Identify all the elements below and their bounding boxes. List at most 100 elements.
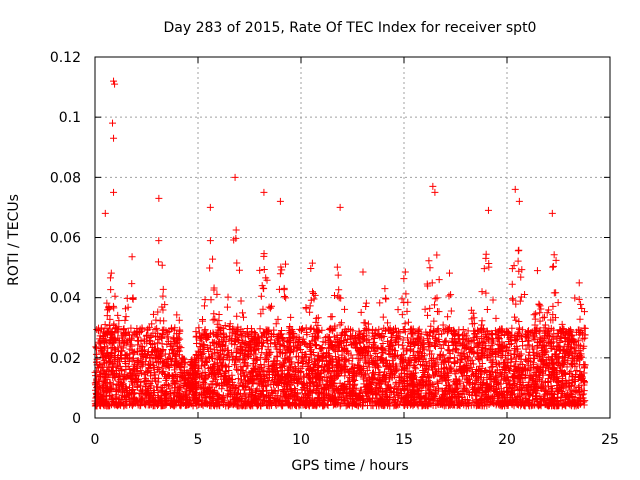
data-point xyxy=(426,304,434,312)
data-point xyxy=(577,300,585,308)
data-point xyxy=(233,312,241,320)
data-point xyxy=(469,309,477,317)
data-point xyxy=(334,292,342,300)
data-point xyxy=(557,363,565,371)
data-point xyxy=(406,326,414,334)
data-point xyxy=(153,324,161,332)
data-point xyxy=(376,299,384,307)
data-point xyxy=(314,314,322,322)
data-point xyxy=(458,372,466,380)
data-point xyxy=(341,305,349,313)
data-point xyxy=(404,298,412,306)
data-point xyxy=(308,389,316,397)
data-point xyxy=(576,315,584,323)
data-point xyxy=(445,269,453,277)
data-point xyxy=(468,356,476,364)
data-point xyxy=(492,314,500,322)
data-point xyxy=(517,273,525,281)
data-point xyxy=(360,319,368,327)
data-point xyxy=(258,282,266,290)
data-point xyxy=(240,381,248,389)
data-point xyxy=(200,302,208,310)
data-point xyxy=(92,350,100,358)
data-point xyxy=(205,384,213,392)
data-point xyxy=(431,295,439,303)
data-point xyxy=(277,367,285,375)
data-point xyxy=(508,324,516,332)
data-point xyxy=(280,343,288,351)
data-point xyxy=(257,310,265,318)
data-point xyxy=(159,306,167,314)
data-point xyxy=(398,295,406,303)
data-point xyxy=(333,263,341,271)
data-point xyxy=(429,371,437,379)
data-point xyxy=(110,373,118,381)
data-point xyxy=(375,325,383,333)
data-point xyxy=(573,366,581,374)
data-point xyxy=(467,306,475,314)
data-point xyxy=(542,387,550,395)
data-point xyxy=(508,280,516,288)
data-point xyxy=(148,320,156,328)
data-point xyxy=(439,341,447,349)
data-point xyxy=(447,307,455,315)
data-point xyxy=(206,264,214,272)
data-point xyxy=(235,266,243,274)
data-point xyxy=(485,263,493,271)
data-point xyxy=(260,285,268,293)
data-point xyxy=(543,309,551,317)
data-point xyxy=(506,366,514,374)
data-point xyxy=(309,289,317,297)
data-point xyxy=(430,317,438,325)
data-point xyxy=(454,332,462,340)
data-point xyxy=(110,304,118,312)
data-point xyxy=(464,327,472,335)
data-point xyxy=(307,264,315,272)
data-point xyxy=(260,252,268,260)
data-point xyxy=(201,296,209,304)
data-point xyxy=(545,388,553,396)
data-point xyxy=(378,355,386,363)
data-point xyxy=(509,296,517,304)
data-point xyxy=(202,393,210,401)
data-point xyxy=(328,313,336,321)
data-point xyxy=(433,251,441,259)
data-point xyxy=(431,301,439,309)
data-point xyxy=(199,315,207,323)
data-point xyxy=(215,311,223,319)
data-point xyxy=(512,316,520,324)
data-point xyxy=(209,316,217,324)
data-point xyxy=(330,292,338,300)
data-point xyxy=(238,376,246,384)
data-point xyxy=(161,301,169,309)
data-point xyxy=(398,311,406,319)
data-point xyxy=(381,285,389,293)
data-point xyxy=(558,320,566,328)
data-point xyxy=(115,317,123,325)
data-point xyxy=(230,337,238,345)
data-point xyxy=(489,296,497,304)
data-point xyxy=(151,371,159,379)
data-point xyxy=(552,289,560,297)
data-point xyxy=(280,292,288,300)
data-point xyxy=(257,292,265,300)
data-point xyxy=(121,316,129,324)
data-point xyxy=(106,274,114,282)
data-point xyxy=(478,360,486,368)
data-point xyxy=(221,375,229,383)
data-point xyxy=(211,315,219,323)
data-point xyxy=(206,237,214,245)
data-point xyxy=(579,344,587,352)
data-point xyxy=(442,402,450,410)
data-point xyxy=(536,302,544,310)
data-point xyxy=(238,346,246,354)
data-point xyxy=(215,323,223,331)
data-point xyxy=(237,297,245,305)
data-point xyxy=(498,351,506,359)
data-point xyxy=(201,326,209,334)
data-point xyxy=(404,318,412,326)
data-point xyxy=(425,257,433,265)
data-point xyxy=(101,321,109,329)
data-point xyxy=(93,367,101,375)
